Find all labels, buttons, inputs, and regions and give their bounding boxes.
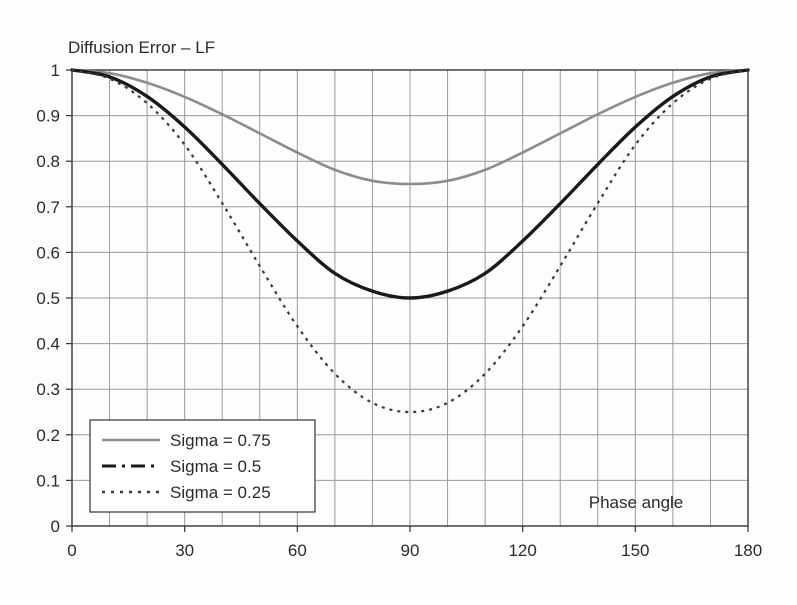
y-tick-label: 0.7 bbox=[36, 198, 60, 217]
axes bbox=[66, 69, 749, 532]
series bbox=[70, 68, 750, 414]
legend-label: Sigma = 0.25 bbox=[170, 483, 271, 502]
x-tick-label: 150 bbox=[621, 541, 649, 560]
legend: Sigma = 0.75 Sigma = 0.5 Sigma = 0.25 bbox=[89, 419, 316, 513]
chart-title: Diffusion Error – LF bbox=[68, 38, 215, 57]
x-tick-label: 30 bbox=[175, 541, 194, 560]
y-tick-label: 1 bbox=[51, 61, 60, 80]
legend-box bbox=[89, 419, 316, 513]
legend-label: Sigma = 0.75 bbox=[170, 431, 271, 450]
x-tick-label: 120 bbox=[508, 541, 536, 560]
y-tick-label: 0.6 bbox=[36, 243, 60, 262]
y-tick-label: 0.4 bbox=[36, 335, 60, 354]
x-tick-label: 180 bbox=[734, 541, 762, 560]
y-tick-label: 0.2 bbox=[36, 426, 60, 445]
series-line-1 bbox=[70, 68, 750, 186]
x-tick-label: 0 bbox=[67, 541, 76, 560]
series-line-2 bbox=[70, 68, 750, 300]
legend-label: Sigma = 0.5 bbox=[170, 457, 261, 476]
y-tick-label: 0 bbox=[51, 517, 60, 536]
y-tick-label: 0.3 bbox=[36, 380, 60, 399]
y-tick-label: 0.1 bbox=[36, 471, 60, 490]
x-tick-label: 60 bbox=[288, 541, 307, 560]
x-tick-label: 90 bbox=[401, 541, 420, 560]
x-axis-label: Phase angle bbox=[589, 493, 684, 512]
y-tick-label: 0.8 bbox=[36, 152, 60, 171]
y-tick-label: 0.5 bbox=[36, 289, 60, 308]
y-tick-label: 0.9 bbox=[36, 107, 60, 126]
tick-labels: 0 0.1 0.2 0.3 0.4 0.5 0.6 0.7 0.8 0.9 1 0 30 60 90 120 1… bbox=[36, 61, 762, 560]
